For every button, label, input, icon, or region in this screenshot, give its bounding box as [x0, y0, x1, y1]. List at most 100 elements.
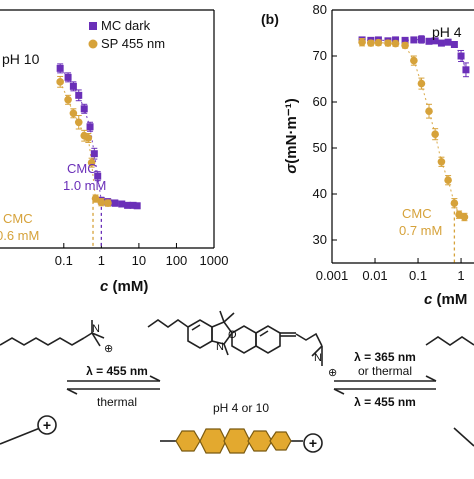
- data-point-circle: [97, 198, 106, 206]
- panel-a-legend: MC dark SP 455 nm: [88, 18, 165, 51]
- data-point-square: [417, 35, 425, 43]
- data-point-circle: [367, 39, 375, 47]
- data-point-circle: [87, 158, 96, 167]
- x-tick-label: 0.001: [316, 268, 349, 283]
- left-ammonium-charge: ⊕: [104, 343, 113, 355]
- center-cartoon-charge: +: [309, 435, 317, 451]
- data-point-circle: [56, 78, 64, 86]
- right-arrow-top-label-1: λ = 365 nm: [354, 350, 416, 364]
- data-point-circle: [384, 39, 392, 47]
- panel-b-x-ticks: 0.001 0.01 0.1 1: [316, 258, 465, 283]
- data-point-square: [462, 66, 470, 74]
- scheme-labels: λ = 455 nm thermal pH 4 or 10 λ = 365 nm…: [43, 323, 416, 451]
- data-point-square: [90, 150, 98, 158]
- reaction-scheme: [0, 310, 474, 453]
- center-cartoon-head: [303, 433, 323, 453]
- left-arrow-forward-head: [149, 375, 161, 382]
- x-tick-label: 0.1: [55, 253, 73, 268]
- hexagon-3: [223, 428, 251, 454]
- data-point-circle: [358, 38, 366, 46]
- y-tick-label: 80: [313, 2, 327, 17]
- panel-b-label: (b): [261, 11, 279, 27]
- data-point-square: [69, 82, 77, 90]
- right-arrow-forward-head: [425, 375, 437, 382]
- left-chain-bond: [83, 332, 93, 339]
- center-ph-label: pH 4 or 10: [213, 401, 269, 415]
- data-point-circle: [431, 130, 439, 138]
- panel-b-cmc-sp-title: CMC: [402, 206, 432, 221]
- left-arrow-bottom-label: thermal: [97, 395, 137, 409]
- data-point-square: [425, 37, 433, 45]
- ammonium-methyl-left: [311, 345, 323, 357]
- data-point-circle: [444, 176, 452, 184]
- hexagon-5: [269, 431, 292, 451]
- y-tick-label: 60: [313, 94, 327, 109]
- left-alkyl-chain: [0, 337, 85, 346]
- data-point-circle: [91, 194, 100, 203]
- data-point-circle: [460, 213, 469, 221]
- left-arrow-backward-head: [66, 388, 78, 395]
- x-tick-label: 1: [98, 253, 105, 268]
- right-alkyl-chain: [425, 336, 474, 346]
- left-cartoon-head: [37, 415, 57, 435]
- panel-b-x-axis-title: c (mM: [424, 291, 467, 308]
- data-point-circle: [69, 109, 78, 118]
- panel-b-condition-label: pH 4: [432, 24, 462, 40]
- data-point-square: [129, 201, 137, 209]
- center-alkyl-chain: [147, 319, 189, 328]
- legend-mc-marker: [89, 22, 97, 30]
- data-point-square: [457, 52, 465, 60]
- x-tick-label: 0.01: [362, 268, 387, 283]
- n-methyl: [223, 343, 229, 356]
- data-point-square: [64, 73, 72, 81]
- data-point-circle: [437, 158, 446, 166]
- y-tick-label: 70: [313, 48, 327, 63]
- panel-a-condition-label: pH 10: [2, 51, 40, 67]
- right-linker-chain: [295, 332, 323, 347]
- panel-a-chart: 0.1 1 10 100 1000 pH 10 MC dark SP 455 nm CM…: [0, 9, 228, 295]
- right-ammonium-n-label: N: [314, 352, 322, 364]
- left-cartoon-tail: [0, 427, 41, 445]
- panel-a-cmc-sp-value: 0.6 mM: [0, 228, 39, 243]
- data-point-circle: [374, 38, 383, 47]
- panel-b-cmc-sp-value: 0.7 mM: [399, 223, 442, 238]
- data-point-circle: [64, 96, 72, 104]
- data-point-square: [431, 37, 439, 45]
- data-point-circle: [425, 107, 433, 115]
- y-tick-label: 40: [313, 186, 327, 201]
- data-point-square: [80, 105, 88, 113]
- gem-methyl-2: [223, 312, 235, 323]
- right-arrow-backward-head: [333, 388, 345, 395]
- x-tick-label: 1: [457, 268, 464, 283]
- legend-sp-label: SP 455 nm: [101, 36, 165, 51]
- panel-a-x-ticks: 0.1 1 10 100 1000: [55, 243, 228, 268]
- indoline-double-bond: [191, 324, 201, 331]
- data-point-square: [111, 199, 119, 207]
- panel-b-y-ticks: 30 40 50 60 70 80: [313, 2, 337, 247]
- data-point-square: [133, 202, 141, 210]
- left-arrow-top-label: λ = 455 nm: [86, 364, 148, 378]
- right-cartoon-tail: [453, 427, 474, 447]
- data-point-square: [124, 201, 132, 209]
- x-tick-label: 10: [132, 253, 146, 268]
- data-point-square: [118, 200, 126, 208]
- panel-a-data-points: [56, 63, 141, 210]
- atom-n-label: N: [216, 341, 224, 353]
- panel-a-cmc-mc-value: 1.0 mM: [63, 178, 106, 193]
- panel-a-cmc-lines: [92, 200, 102, 248]
- data-point-circle: [84, 134, 93, 142]
- data-point-circle: [417, 79, 426, 88]
- right-arrow-top-label-2: or thermal: [358, 364, 412, 378]
- data-point-square: [94, 172, 102, 180]
- indoline-benzene-ring: [187, 319, 213, 349]
- hexagon-2: [199, 428, 227, 454]
- chromene-benzene-ring: [255, 325, 281, 354]
- data-point-circle: [410, 56, 418, 65]
- series-trend-line: [362, 41, 465, 218]
- x-tick-label: 100: [166, 253, 188, 268]
- data-point-circle: [401, 41, 409, 50]
- panel-a-cmc-mc-title: CMC: [67, 161, 97, 176]
